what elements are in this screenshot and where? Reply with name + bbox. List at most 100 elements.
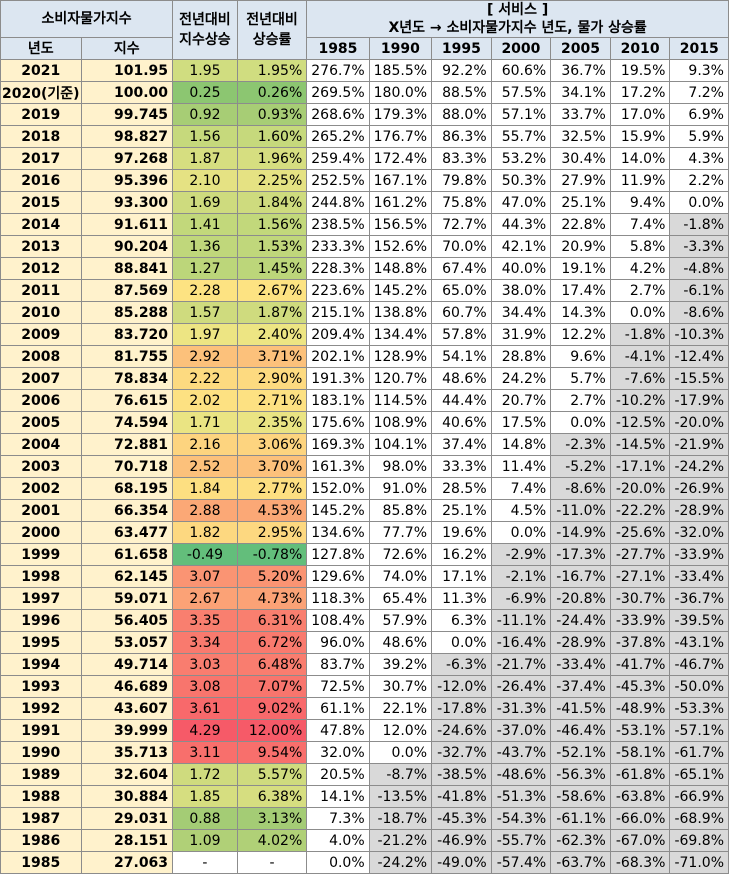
service-rate-cell: 4.2% — [609, 257, 671, 280]
service-rate-cell: -65.1% — [669, 763, 729, 786]
year-cell: 2013 — [0, 235, 82, 258]
index-cell: 43.607 — [80, 697, 174, 720]
rate-change-header: 전년대비 상승률 — [236, 0, 308, 60]
service-rate-cell: 185.5% — [368, 59, 433, 82]
year-cell: 2011 — [0, 279, 82, 302]
service-rate-cell: 161.2% — [368, 191, 433, 214]
service-rate-cell: 15.9% — [609, 125, 671, 148]
service-rate-cell: 75.8% — [431, 191, 492, 214]
service-rate-cell: 145.2% — [306, 499, 370, 522]
service-rate-cell: 5.8% — [609, 235, 671, 258]
table-row: 1987 29.031 0.88 3.13% 7.3% -18.7% -45.3% -54.3… — [0, 807, 729, 830]
table-row: 2019 99.745 0.92 0.93% 268.6% 179.3% 88.0% 57.1… — [0, 103, 729, 126]
service-rate-cell: -33.9% — [609, 609, 671, 632]
index-change-cell: 2.16 — [172, 433, 238, 456]
service-rate-cell: -11.1% — [490, 609, 552, 632]
service-rate-cell: 19.6% — [431, 521, 492, 544]
service-rate-cell: 7.2% — [669, 81, 729, 104]
service-rate-cell: -24.4% — [550, 609, 611, 632]
service-rate-cell: -28.9% — [669, 499, 729, 522]
service-rate-cell: 114.5% — [368, 389, 433, 412]
service-rate-cell: -21.7% — [490, 653, 552, 676]
rate-change-cell: 2.95% — [236, 521, 308, 544]
index-cell: 91.611 — [80, 213, 174, 236]
service-rate-cell: 65.4% — [368, 587, 433, 610]
year-cell: 2004 — [0, 433, 82, 456]
base-year-header: 2000 — [490, 37, 552, 60]
service-rate-cell: 269.5% — [306, 81, 370, 104]
base-year-header: 1990 — [368, 37, 433, 60]
rate-change-cell: 9.54% — [236, 741, 308, 764]
service-rate-cell: 128.9% — [368, 345, 433, 368]
service-rate-cell: 17.2% — [609, 81, 671, 104]
service-rate-cell: 20.5% — [306, 763, 370, 786]
service-rate-cell: -17.1% — [609, 455, 671, 478]
service-rate-cell: 31.9% — [490, 323, 552, 346]
service-rate-cell: -14.9% — [550, 521, 611, 544]
service-rate-cell: 6.9% — [669, 103, 729, 126]
service-rate-cell: 83.3% — [431, 147, 492, 170]
year-cell: 1999 — [0, 543, 82, 566]
year-cell: 2002 — [0, 477, 82, 500]
table-row: 2021 101.95 1.95 1.95% 276.7% 185.5% 92.2% 60.6… — [0, 59, 729, 82]
table-row: 2020(기준) 100.00 0.25 0.26% 269.5% 180.0% 88.5%… — [0, 81, 729, 104]
service-rate-cell: 228.3% — [306, 257, 370, 280]
service-rate-cell: 5.9% — [669, 125, 729, 148]
table-row: 1995 53.057 3.34 6.72% 96.0% 48.6% 0.0% -16.4% -… — [0, 631, 729, 654]
service-rate-cell: -69.8% — [669, 829, 729, 852]
service-rate-cell: -27.7% — [609, 543, 671, 566]
table-row: 2006 76.615 2.02 2.71% 183.1% 114.5% 44.4% 20.7… — [0, 389, 729, 412]
service-rate-cell: -57.4% — [490, 851, 552, 874]
index-cell: 35.713 — [80, 741, 174, 764]
service-rate-cell: -8.6% — [550, 477, 611, 500]
year-cell: 2017 — [0, 147, 82, 170]
year-cell: 1993 — [0, 675, 82, 698]
service-rate-cell: 47.8% — [306, 719, 370, 742]
table-row: 2011 87.569 2.28 2.67% 223.6% 145.2% 65.0% 38.0… — [0, 279, 729, 302]
index-cell: 56.405 — [80, 609, 174, 632]
table-row: 2016 95.396 2.10 2.25% 252.5% 167.1% 79.8% 50.3… — [0, 169, 729, 192]
index-cell: 83.720 — [80, 323, 174, 346]
table-row: 1985 27.063- -0.0% -24.2% -49.0% -57.4% -63.7%… — [0, 851, 729, 874]
service-rate-cell: -55.7% — [490, 829, 552, 852]
year-cell: 2001 — [0, 499, 82, 522]
index-cell: 68.195 — [80, 477, 174, 500]
service-rate-cell: 34.4% — [490, 301, 552, 324]
year-header: 년도 — [0, 37, 82, 60]
service-rate-cell: 25.1% — [550, 191, 611, 214]
rate-change-cell: 2.90% — [236, 367, 308, 390]
rate-change-cell: 1.87% — [236, 301, 308, 324]
service-rate-cell: 28.5% — [431, 477, 492, 500]
service-rate-cell: -33.4% — [550, 653, 611, 676]
service-rate-cell: -43.7% — [490, 741, 552, 764]
year-cell: 2014 — [0, 213, 82, 236]
service-rate-cell: 16.2% — [431, 543, 492, 566]
table-row: 1986 28.151 1.09 4.02% 4.0% -21.2% -46.9% -55.7… — [0, 829, 729, 852]
service-rate-cell: 48.6% — [431, 367, 492, 390]
service-rate-cell: 0.0% — [306, 851, 370, 874]
service-rate-cell: 11.3% — [431, 587, 492, 610]
service-rate-cell: 14.0% — [609, 147, 671, 170]
service-rate-cell: 85.8% — [368, 499, 433, 522]
year-cell: 2021 — [0, 59, 82, 82]
service-rate-cell: 0.0% — [431, 631, 492, 654]
year-cell: 2007 — [0, 367, 82, 390]
service-rate-cell: 108.9% — [368, 411, 433, 434]
index-change-cell: 2.67 — [172, 587, 238, 610]
service-rate-cell: -21.9% — [669, 433, 729, 456]
table-row: 1994 49.714 3.03 6.48% 83.7% 39.2% -6.3% -21.7%… — [0, 653, 729, 676]
service-rate-cell: -17.9% — [669, 389, 729, 412]
table-row: 1998 62.145 3.07 5.20% 129.6% 74.0% 17.1% -2.1%… — [0, 565, 729, 588]
year-cell: 2005 — [0, 411, 82, 434]
service-rate-cell: 60.6% — [490, 59, 552, 82]
base-year-header: 2005 — [550, 37, 611, 60]
year-cell: 1987 — [0, 807, 82, 830]
index-cell: 30.884 — [80, 785, 174, 808]
service-rate-cell: -18.7% — [368, 807, 433, 830]
service-rate-cell: -8.7% — [368, 763, 433, 786]
year-cell: 1996 — [0, 609, 82, 632]
service-rate-cell: 33.7% — [550, 103, 611, 126]
table-row: 2014 91.611 1.41 1.56% 238.5% 156.5% 72.7% 44.3… — [0, 213, 729, 236]
service-rate-cell: 70.0% — [431, 235, 492, 258]
service-rate-cell: 44.3% — [490, 213, 552, 236]
